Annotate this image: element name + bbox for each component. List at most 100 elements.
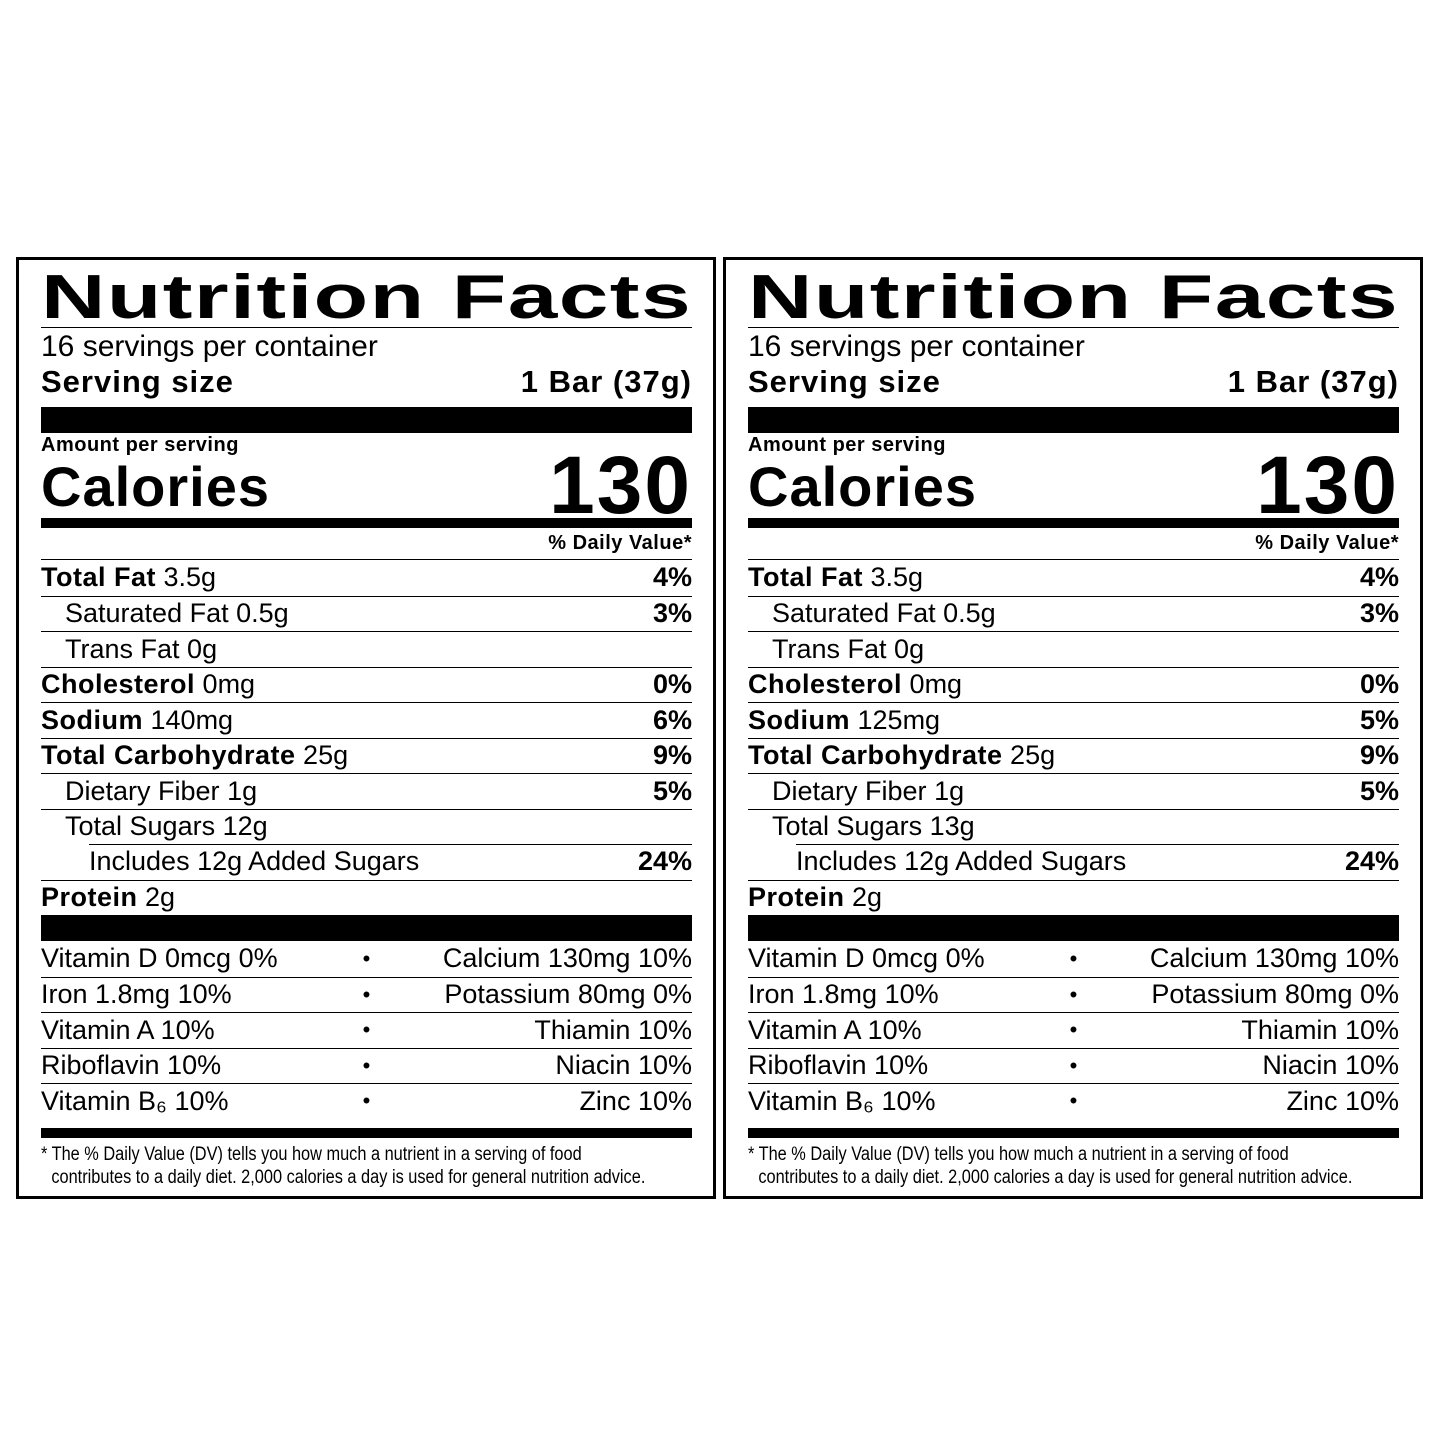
- nutrient-amount: 125mg: [857, 704, 941, 735]
- nutrient-row: Saturated Fat 0.5g 3%: [748, 595, 1399, 632]
- vitamin-row: Vitamin B₆ 10% • Zinc 10%: [748, 1083, 1399, 1119]
- calories-value: 130: [1256, 440, 1399, 531]
- medium-bar: [748, 518, 1399, 528]
- nutrient-name: Protein: [41, 882, 138, 913]
- dv-header: % Daily Value*: [748, 528, 1399, 560]
- nutrient: Cholesterol 0mg: [748, 669, 962, 700]
- vitamin-list: Vitamin D 0mcg 0% • Calcium 130mg 10% Iron …: [748, 941, 1399, 1119]
- bullet: •: [1069, 1052, 1078, 1078]
- vitamin-right: Potassium 80mg 0%: [1151, 979, 1399, 1010]
- nutrient-amount: 25g: [303, 740, 349, 771]
- medium-bar: [41, 1127, 692, 1138]
- nutrient-dv: 4%: [1359, 562, 1399, 593]
- vitamin-left: Vitamin A 10%: [748, 1014, 922, 1045]
- nutrient-row: Total Sugars 13g: [748, 808, 1399, 845]
- nutrient-row: Dietary Fiber 1g 5%: [748, 773, 1399, 809]
- nutrient-row: Trans Fat 0g: [748, 631, 1399, 667]
- bullet: •: [362, 1052, 371, 1078]
- footnote: * The % Daily Value (DV) tells you how m…: [748, 1138, 1399, 1189]
- amount-per-serving: Amount per serving: [748, 434, 946, 456]
- nutrient-amount: 3.5g: [163, 562, 217, 593]
- nutrient-dv: 3%: [1359, 598, 1399, 629]
- nutrient-amount: 25g: [1010, 740, 1056, 771]
- nutrient: Trans Fat 0g: [748, 634, 924, 665]
- nutrient-name: Dietary Fiber: [772, 775, 927, 806]
- nutrient-name: Includes 12g Added Sugars: [89, 846, 420, 877]
- vitamin-left: Vitamin A 10%: [41, 1014, 215, 1045]
- nutrient-dv: 0%: [652, 669, 692, 700]
- vitamin-row: Vitamin B₆ 10% • Zinc 10%: [41, 1083, 692, 1119]
- nutrient-row: Total Fat 3.5g 4%: [41, 560, 692, 596]
- vitamin-row: Iron 1.8mg 10% • Potassium 80mg 0%: [41, 976, 692, 1013]
- nutrient: Dietary Fiber 1g: [748, 776, 964, 807]
- calories-value: 130: [549, 440, 692, 531]
- serving-size-row: Serving size 1 Bar (37g): [41, 363, 692, 401]
- vitamin-row: Vitamin A 10% • Thiamin 10%: [41, 1012, 692, 1048]
- vitamin-right: Niacin 10%: [555, 1050, 692, 1081]
- vitamin-right: Zinc 10%: [1286, 1085, 1399, 1116]
- nutrient-dv: 24%: [637, 846, 692, 877]
- footnote-line: * The % Daily Value (DV) tells you how m…: [748, 1143, 1289, 1165]
- vitamin-right: Potassium 80mg 0%: [444, 979, 692, 1010]
- vitamin-right: Niacin 10%: [1262, 1050, 1399, 1081]
- nutrient-name: Total Sugars: [772, 811, 923, 842]
- nutrient-dv: 5%: [1359, 775, 1399, 806]
- title: Nutrition Facts: [41, 263, 692, 332]
- nutrient-name: Includes 12g Added Sugars: [796, 846, 1127, 877]
- nutrient-row: Sodium 140mg 6%: [41, 702, 692, 738]
- nutrient-amount: 0mg: [202, 669, 256, 700]
- thick-bar: [41, 407, 692, 433]
- medium-bar: [748, 1127, 1399, 1138]
- nutrient: Total Fat 3.5g: [748, 562, 923, 593]
- nutrient-dv: 6%: [652, 704, 692, 735]
- bullet: •: [362, 1017, 371, 1043]
- nutrient: Total Carbohydrate 25g: [748, 740, 1055, 771]
- nutrient: Includes 12g Added Sugars: [748, 846, 1126, 877]
- vitamin-row: Vitamin D 0mcg 0% • Calcium 130mg 10%: [41, 941, 692, 977]
- vitamin-left: Vitamin D 0mcg 0%: [41, 943, 278, 974]
- vitamin-row: Vitamin D 0mcg 0% • Calcium 130mg 10%: [748, 941, 1399, 977]
- nutrient-row: Total Carbohydrate 25g 9%: [748, 737, 1399, 774]
- footnote: * The % Daily Value (DV) tells you how m…: [41, 1138, 692, 1189]
- nutrient: Sodium 140mg: [41, 705, 233, 736]
- footnote-line: * The % Daily Value (DV) tells you how m…: [41, 1143, 582, 1165]
- nutrient-list: Total Fat 3.5g 4% Saturated Fat 0.5g 3% Tran…: [41, 560, 692, 915]
- nutrient: Total Fat 3.5g: [41, 562, 216, 593]
- nutrient-amount: 0.5g: [943, 598, 996, 629]
- serving-size-value: 1 Bar (37g): [520, 364, 692, 399]
- vitamin-left: Vitamin B₆ 10%: [41, 1085, 229, 1116]
- medium-bar: [41, 518, 692, 528]
- thick-bar: [748, 915, 1399, 941]
- nutrient-name: Saturated Fat: [65, 598, 229, 629]
- vitamin-right: Calcium 130mg 10%: [1149, 943, 1399, 974]
- serving-size-row: Serving size 1 Bar (37g): [748, 363, 1399, 401]
- nutrient-list: Total Fat 3.5g 4% Saturated Fat 0.5g 3% Tran…: [748, 560, 1399, 915]
- nutrient-row: Trans Fat 0g: [41, 631, 692, 667]
- vitamin-right: Zinc 10%: [579, 1085, 692, 1116]
- nutrient: Dietary Fiber 1g: [41, 776, 257, 807]
- bullet: •: [1069, 1088, 1078, 1114]
- nutrient-name: Dietary Fiber: [65, 775, 220, 806]
- title-row: Nutrition Facts: [41, 260, 692, 332]
- calories-row: Calories 130: [748, 440, 1399, 531]
- nutrient-name: Total Sugars: [65, 811, 216, 842]
- nutrient-name: Trans Fat: [65, 633, 180, 664]
- nutrient-name: Sodium: [41, 704, 143, 735]
- bullet: •: [1069, 981, 1078, 1007]
- nutrient-row: Saturated Fat 0.5g 3%: [41, 595, 692, 632]
- nutrient-name: Total Fat: [748, 562, 863, 593]
- nutrient-amount: 0mg: [909, 669, 963, 700]
- nutrient-name: Saturated Fat: [772, 598, 936, 629]
- nutrient-name: Trans Fat: [772, 633, 887, 664]
- vitamin-right: Thiamin 10%: [534, 1014, 692, 1045]
- nutrient-dv: 3%: [652, 598, 692, 629]
- calories-row: Calories 130: [41, 440, 692, 531]
- nutrient: Sodium 125mg: [748, 705, 940, 736]
- nutrient-dv: 24%: [1344, 846, 1399, 877]
- nutrient-row: Includes 12g Added Sugars 24%: [748, 844, 1399, 880]
- nutrition-label: Nutrition Facts 16 servings per container…: [16, 257, 716, 1199]
- nutrient-row: Sodium 125mg 5%: [748, 702, 1399, 738]
- vitamin-left: Riboflavin 10%: [748, 1050, 929, 1081]
- nutrient-row: Includes 12g Added Sugars 24%: [41, 844, 692, 880]
- title: Nutrition Facts: [748, 263, 1399, 332]
